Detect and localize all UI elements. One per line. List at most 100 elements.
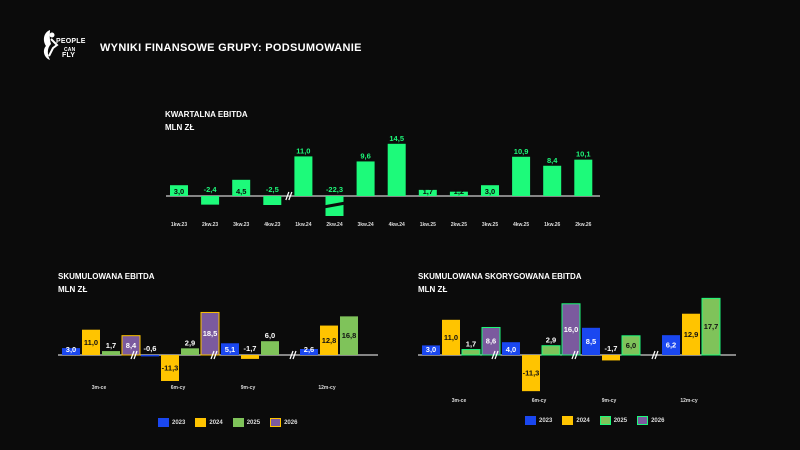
adjusted-axis-break-12m-cy-a (651, 350, 656, 360)
adjusted-legend-label-2023: 2023 (539, 417, 553, 424)
cumulative-tick-label-6m-cy: 6m-cy (171, 385, 186, 391)
cumulative-chart-legend: 2023 2024 2025 2026 (158, 418, 297, 427)
cumulative-value-label-9m-cy-2025: 6,0 (265, 331, 275, 340)
adjusted-value-label-3m-ce-2025: 1,7 (466, 340, 476, 349)
quarterly-bar-4kw.23 (263, 196, 282, 205)
quarterly-value-label-4kw.23: -2,5 (266, 185, 279, 194)
adjusted-axis-break-9m-cy-b (574, 350, 579, 360)
cumulative-legend-label-2023: 2023 (172, 419, 186, 426)
cumulative-value-label-6m-cy-2023: -0,6 (144, 344, 157, 353)
quarterly-value-label-3kw.23: 4,5 (236, 187, 246, 196)
quarterly-tick-label-2kw.25: 2kw.25 (451, 222, 467, 228)
adjusted-value-label-6m-cy-2026: 16,0 (564, 325, 579, 334)
cumulative-value-label-3m-ce-2026: 8,4 (126, 341, 137, 350)
quarterly-value-label-1kw.24: 11,0 (296, 146, 310, 155)
cumulative-bar-9m-cy-2024 (241, 355, 259, 359)
cumulative-legend-label-2024: 2024 (209, 419, 223, 426)
adjusted-bar-6m-cy-2024 (522, 355, 540, 392)
cumulative-bar-3m-ce-2023 (62, 348, 80, 355)
adjusted-chart-title: SKUMULOWANA SKORYGOWANA EBITDA MLN ZŁ (418, 270, 582, 296)
quarterly-value-label-1kw.23: 3,0 (174, 187, 184, 196)
quarterly-tick-label-2kw.26: 2kw.26 (575, 222, 591, 228)
adjusted-axis-break-9m-cy-a (571, 350, 576, 360)
cumulative-chart-title: SKUMULOWANA EBITDA MLN ZŁ (58, 270, 155, 296)
adjusted-value-label-6m-cy-2025: 2,9 (546, 336, 556, 345)
quarterly-value-label-3kw.24: 9,6 (360, 151, 370, 160)
quarterly-tick-label-3kw.24: 3kw.24 (357, 222, 373, 228)
quarterly-tick-label-4kw.25: 4kw.25 (513, 222, 529, 228)
quarterly-bar-4kw.24 (387, 143, 406, 196)
cumulative-value-label-3m-ce-2025: 1,7 (106, 341, 116, 350)
cumulative-value-label-6m-cy-2026: 18,5 (203, 329, 218, 338)
cumulative-bar-9m-cy-2025 (261, 341, 279, 355)
adjusted-chart-title-line1: SKUMULOWANA SKORYGOWANA EBITDA (418, 272, 582, 281)
cumulative-bar-6m-cy-2023 (141, 355, 159, 357)
adjusted-legend-item-2023: 2023 (525, 416, 552, 425)
adjusted-legend-swatch-2026 (637, 416, 649, 425)
cumulative-legend-swatch-2026 (270, 418, 282, 427)
cumulative-value-label-12m-cy-2024: 12,8 (322, 336, 337, 345)
adjusted-value-label-9m-cy-2025: 6,0 (626, 341, 636, 350)
adjusted-legend-swatch-2024 (562, 416, 574, 425)
quarterly-bar-3kw.24 (356, 161, 375, 196)
adjusted-bar-9m-cy-2025 (621, 335, 641, 356)
quarterly-tick-label-1kw.23: 1kw.23 (171, 222, 187, 228)
adjusted-axis-break-6m-cy-b (494, 350, 499, 360)
adjusted-legend-item-2025: 2025 (599, 416, 627, 425)
cumulative-value-label-3m-ce-2023: 3,0 (66, 345, 76, 354)
cumulative-tick-label-9m-cy: 9m-cy (241, 385, 256, 391)
quarterly-chart-title-line1: KWARTALNA EBITDA (165, 110, 248, 119)
quarterly-value-label-3kw.25: 3,0 (485, 187, 495, 196)
cumulative-legend-swatch-2024 (195, 418, 207, 427)
cumulative-value-label-9m-cy-2023: 5,1 (225, 345, 235, 354)
quarterly-tick-label-1kw.26: 1kw.26 (544, 222, 560, 228)
adjusted-bar-3m-ce-2026 (481, 326, 501, 356)
quarterly-tick-label-4kw.24: 4kw.24 (389, 222, 405, 228)
cumulative-bar-9m-cy-2023 (221, 343, 239, 355)
quarterly-axis-break-mark-1 (285, 191, 290, 201)
logo-text-line3: FLY (62, 52, 76, 59)
quarterly-bar-2kw.26 (574, 159, 593, 196)
adjusted-bar-3m-ce-2024 (442, 319, 460, 355)
logo-text-line2: CAN (64, 47, 76, 53)
cumulative-axis-break-9m-cy-a (210, 350, 215, 360)
quarterly-value-label-2kw.23: -2,4 (204, 185, 218, 194)
quarterly-tick-label-3kw.23: 3kw.23 (233, 222, 249, 228)
cumulative-axis-break-12m-cy-a (289, 350, 294, 360)
logo-icon (43, 30, 59, 60)
adjusted-legend-swatch-2023 (525, 416, 536, 425)
adjusted-tick-label-6m-cy: 6m-cy (532, 398, 547, 404)
quarterly-value-label-2kw.26: 10,1 (576, 150, 591, 159)
quarterly-bar-break-2kw.24 (323, 201, 346, 209)
quarterly-bar-2kw.23 (201, 196, 220, 205)
adjusted-tick-label-9m-cy: 9m-cy (602, 398, 617, 404)
quarterly-value-label-4kw.25: 10,9 (514, 147, 529, 156)
cumulative-bar-6m-cy-2024 (161, 355, 179, 381)
people-can-fly-logo: PEOPLE CAN FLY (40, 26, 88, 66)
quarterly-tick-label-1kw.25: 1kw.25 (420, 222, 436, 228)
quarterly-tick-label-1kw.24: 1kw.24 (295, 222, 311, 228)
quarterly-tick-label-2kw.23: 2kw.23 (202, 222, 218, 228)
cumulative-value-label-6m-cy-2024: -11,3 (162, 363, 179, 372)
logo-text-line1: PEOPLE (56, 38, 86, 45)
cumulative-legend-label-2026: 2026 (284, 419, 298, 426)
adjusted-bar-12m-cy-2025 (701, 297, 721, 356)
cumulative-tick-label-12m-cy: 12m-cy (318, 385, 335, 391)
quarterly-chart-title: KWARTALNA EBITDA MLN ZŁ (165, 108, 248, 134)
cumulative-legend-item-2025: 2025 (232, 418, 260, 427)
quarterly-bar-1kw.26 (543, 165, 562, 196)
quarterly-chart-unit: MLN ZŁ (165, 123, 195, 132)
cumulative-legend-item-2024: 2024 (195, 418, 223, 427)
cumulative-legend-item-2023: 2023 (158, 418, 185, 427)
cumulative-chart-unit: MLN ZŁ (58, 285, 88, 294)
adjusted-bar-6m-cy-2023 (502, 342, 520, 355)
adjusted-value-label-12m-cy-2023: 6,2 (666, 341, 676, 350)
quarterly-value-label-2kw.24: -22,3 (326, 185, 343, 194)
quarterly-bar-1kw.25 (418, 189, 437, 196)
adjusted-legend-item-2024: 2024 (562, 416, 590, 425)
cumulative-axis-break-9m-cy-b (213, 350, 218, 360)
adjusted-bar-12m-cy-2023 (662, 335, 680, 355)
cumulative-bar-12m-cy-2025 (340, 316, 358, 355)
quarterly-bar-3kw.25 (481, 185, 499, 196)
